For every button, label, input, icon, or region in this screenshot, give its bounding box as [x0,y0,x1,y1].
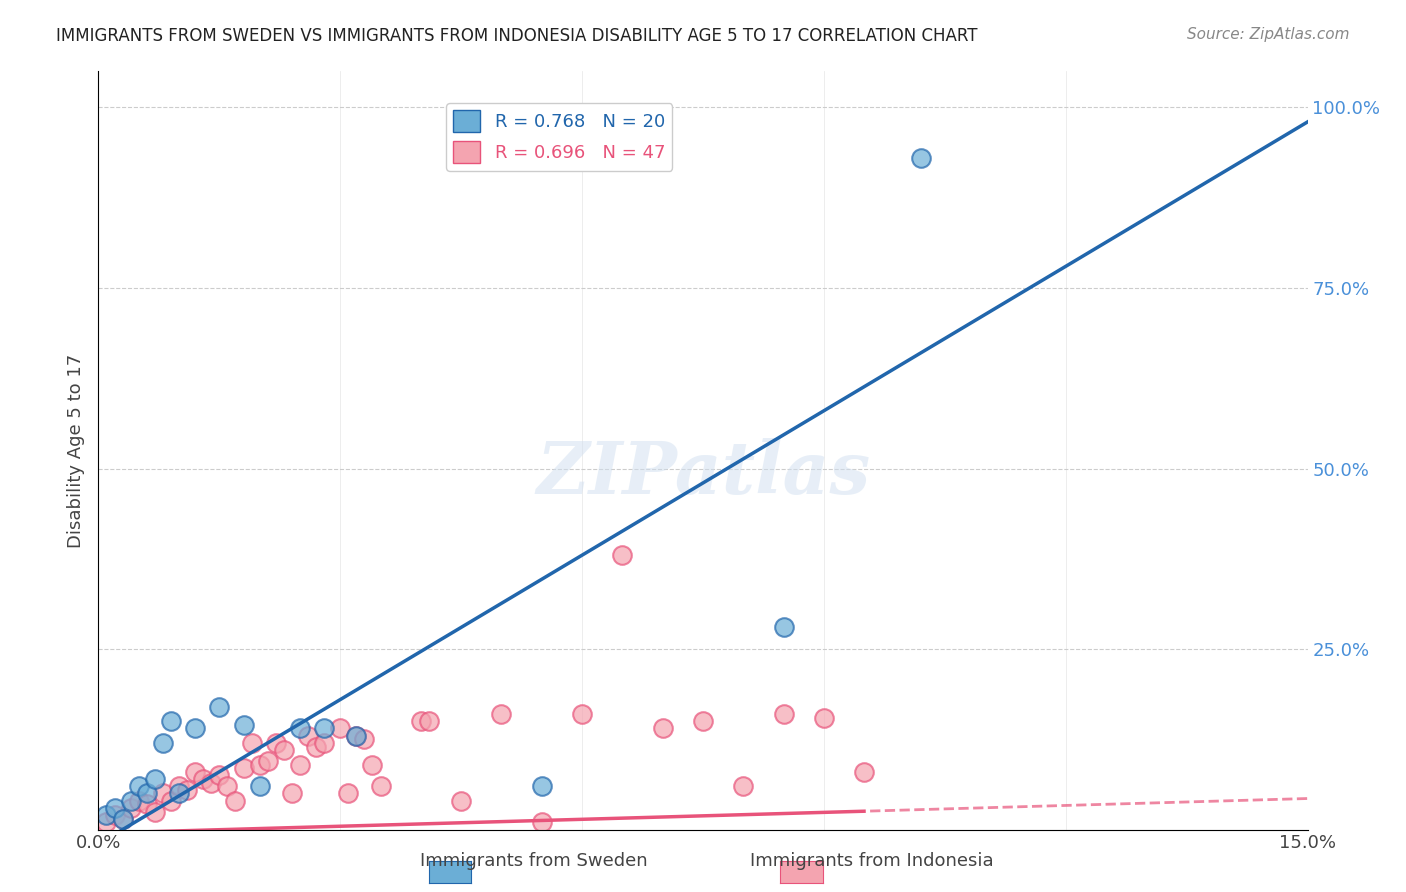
Point [167,787,190,801]
Point [288,757,311,772]
Point [224,794,246,808]
Point [176,782,198,797]
Point [612,548,634,562]
Point [418,714,440,729]
Point [344,729,367,743]
Point [353,732,375,747]
Point [288,722,311,736]
Point [733,779,755,793]
Point [120,794,142,808]
Point [651,722,673,736]
Point [249,757,271,772]
Point [111,812,134,826]
Point [232,761,254,775]
Point [152,787,174,801]
Point [337,787,360,801]
Point [370,779,392,793]
Text: Immigrants from Sweden: Immigrants from Sweden [420,852,648,870]
Point [143,805,166,819]
Point [240,736,263,750]
Point [128,779,150,793]
Point [96,808,118,822]
Point [232,718,254,732]
Point [273,743,295,757]
Point [450,794,472,808]
Point [103,801,125,815]
Point [329,722,352,736]
Point [143,772,166,786]
Legend: R = 0.768   N = 20, R = 0.696   N = 47: R = 0.768 N = 20, R = 0.696 N = 47 [446,103,672,170]
Text: Source: ZipAtlas.com: Source: ZipAtlas.com [1187,27,1350,42]
Point [692,714,714,729]
Point [96,815,118,830]
Point [314,722,336,736]
Point [249,779,271,793]
Point [264,736,287,750]
Point [208,768,231,782]
Point [361,757,384,772]
Point [772,706,794,721]
Point [281,787,304,801]
Point [530,779,553,793]
Point [103,808,125,822]
Point [208,699,231,714]
Point [167,779,190,793]
Point [152,736,174,750]
Point [910,151,932,165]
Point [853,764,876,779]
Point [184,764,207,779]
Point [128,794,150,808]
Point [135,797,157,812]
Point [193,772,215,786]
Point [111,812,134,826]
Text: IMMIGRANTS FROM SWEDEN VS IMMIGRANTS FROM INDONESIA DISABILITY AGE 5 TO 17 CORRE: IMMIGRANTS FROM SWEDEN VS IMMIGRANTS FRO… [56,27,977,45]
Point [160,714,183,729]
Point [256,754,278,768]
Text: ZIPatlas: ZIPatlas [536,438,870,508]
Point [491,706,513,721]
Point [184,722,207,736]
Point [530,815,553,830]
Point [571,706,593,721]
Point [297,729,319,743]
Point [120,801,142,815]
Y-axis label: Disability Age 5 to 17: Disability Age 5 to 17 [66,353,84,548]
Point [344,729,367,743]
Point [200,775,222,789]
Point [305,739,328,754]
Point [813,711,835,725]
Point [217,779,239,793]
Point [314,736,336,750]
Point [160,794,183,808]
Text: Immigrants from Indonesia: Immigrants from Indonesia [749,852,994,870]
Point [135,787,157,801]
Point [409,714,432,729]
Point [772,620,794,634]
